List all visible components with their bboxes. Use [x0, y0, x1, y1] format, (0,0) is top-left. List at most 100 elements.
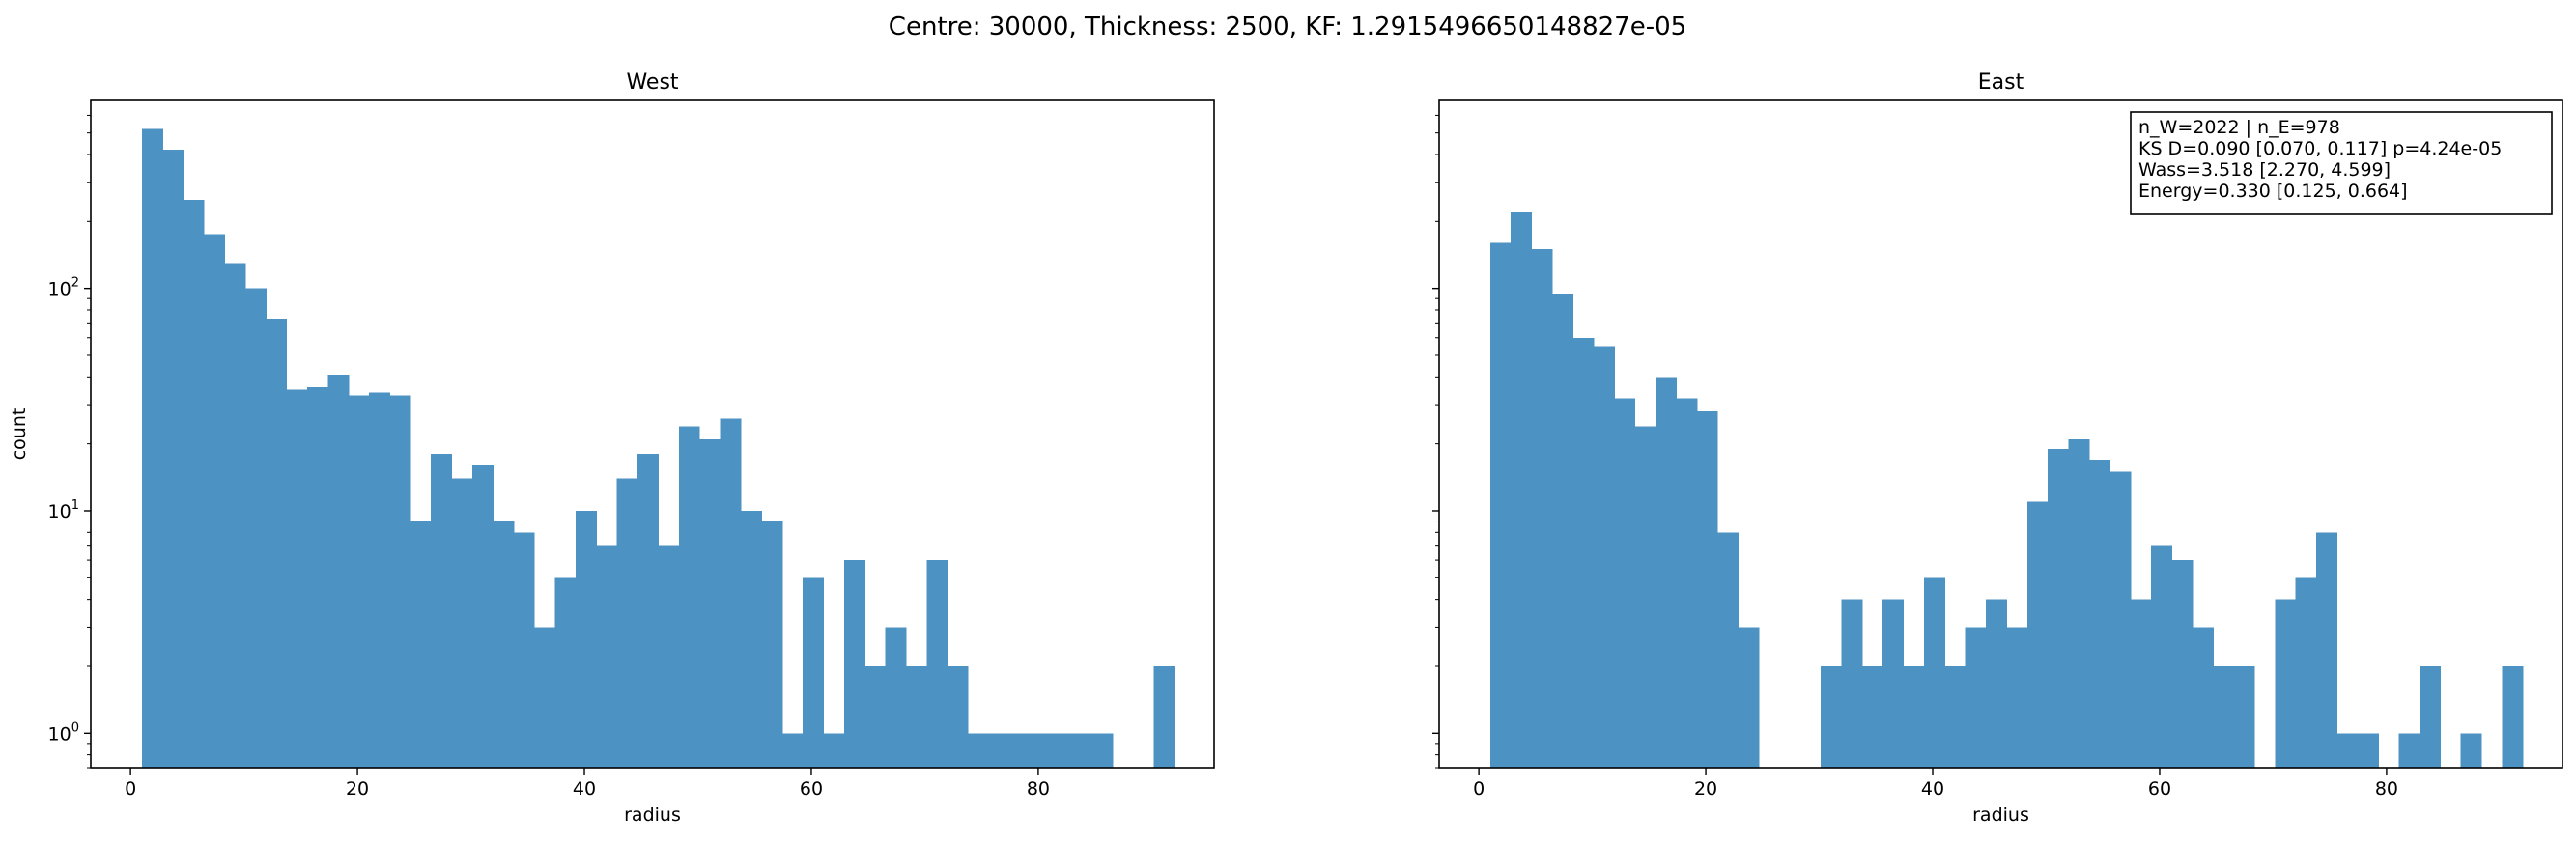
histogram-bar — [761, 521, 783, 768]
histogram-bar — [1820, 665, 1842, 768]
axes-frame — [90, 99, 1215, 769]
panel-east: 0 20 40 60 80 East radius n_W=2022 | n_E=978KS … — [1432, 70, 2563, 826]
histogram-bar — [575, 510, 597, 768]
histogram-bar — [1738, 627, 1760, 768]
histogram-bar — [451, 478, 473, 768]
histogram-bar — [2026, 501, 2049, 768]
histogram-bar — [2171, 560, 2194, 768]
histogram-bar — [1030, 733, 1052, 768]
histogram-bar — [534, 627, 556, 768]
histogram-bar — [1923, 577, 1945, 768]
y-axis-label: count — [9, 408, 30, 461]
histogram-bar — [162, 150, 184, 769]
histogram-bar — [2213, 665, 2235, 768]
x-tick-label: 80 — [1027, 778, 1050, 800]
x-tick-label: 20 — [346, 778, 369, 800]
histogram-bar — [2336, 733, 2359, 768]
histogram-bar — [244, 288, 267, 768]
histogram-bar — [141, 128, 163, 769]
histogram-bar — [2109, 471, 2132, 768]
panel-title: East — [1978, 70, 2024, 95]
histogram-bar — [348, 395, 370, 768]
histogram-bar — [493, 521, 515, 768]
histogram-bar — [1070, 733, 1092, 768]
histogram-bar — [720, 418, 742, 768]
histogram-bar — [781, 733, 804, 768]
histogram-bar — [1511, 211, 1533, 768]
histogram-bar — [1489, 242, 1512, 768]
axes-frame — [1438, 99, 2563, 769]
histogram-bar — [616, 478, 638, 768]
histogram-bar — [183, 200, 205, 768]
histogram-bar — [224, 263, 246, 768]
histogram-bar — [1882, 599, 1905, 768]
histogram-bar — [2088, 459, 2110, 768]
y-tick-label: 102 — [48, 276, 79, 300]
histogram-bar — [204, 234, 225, 769]
histogram-bar — [905, 665, 927, 768]
histogram-bar — [266, 319, 288, 768]
x-tick-label: 40 — [1921, 778, 1944, 800]
histogram-bar — [1655, 377, 1677, 768]
histogram-bar — [1717, 532, 1740, 768]
histogram-bar — [968, 733, 990, 768]
x-axis-label: radius — [1972, 804, 2029, 826]
y-tick-label-base: 10 — [48, 279, 71, 300]
stats-annotation-line: Energy=0.330 [0.125, 0.664] — [2138, 181, 2408, 202]
histogram-bar — [2233, 665, 2255, 768]
histogram-bar — [843, 560, 865, 768]
histogram-bar — [637, 454, 659, 768]
x-tick-label: 0 — [1473, 778, 1485, 800]
y-tick-label-exponent: 0 — [71, 720, 79, 735]
histogram-bar — [306, 386, 328, 768]
histogram-bar — [2398, 733, 2420, 768]
histogram-bar — [513, 532, 535, 768]
histogram-bar — [1050, 733, 1072, 768]
histogram-bar — [410, 521, 432, 768]
histogram-bar — [803, 577, 825, 768]
histogram-bar — [2275, 599, 2297, 768]
y-tick-label-base: 10 — [48, 723, 71, 745]
histogram-bar — [1985, 599, 2007, 768]
histogram-bar — [885, 627, 907, 768]
figure-suptitle: Centre: 30000, Thickness: 2500, KF: 1.29… — [889, 13, 1686, 42]
histogram-bar — [2295, 577, 2317, 768]
histogram-bar — [2151, 545, 2173, 768]
histogram-bar — [988, 733, 1010, 768]
x-tick-label: 60 — [2148, 778, 2171, 800]
histogram-bar — [554, 577, 577, 768]
x-tick-label: 60 — [800, 778, 823, 800]
histogram-bar — [1841, 599, 1863, 768]
x-tick-label: 20 — [1694, 778, 1717, 800]
histogram-bar — [1153, 665, 1175, 768]
y-tick-label: 101 — [48, 498, 79, 522]
histogram-bar — [740, 510, 762, 768]
histogram-bar — [699, 438, 722, 768]
stats-annotation-line: n_W=2022 | n_E=978 — [2138, 117, 2340, 138]
histogram-bar — [1634, 426, 1656, 768]
histogram-bar — [1091, 733, 1114, 768]
histogram-bar — [2068, 438, 2090, 768]
histogram-bar — [596, 545, 618, 768]
histogram-bar — [2006, 627, 2028, 768]
histogram-bar — [1676, 398, 1698, 768]
histogram-bar — [1903, 665, 1925, 768]
histogram-bar — [1008, 733, 1031, 768]
histogram-bar — [2419, 665, 2441, 768]
histogram-bar — [823, 733, 845, 768]
histogram-bar — [369, 392, 391, 768]
y-tick-label-base: 10 — [48, 501, 71, 522]
panel-title: West — [626, 70, 678, 95]
x-tick-label: 40 — [573, 778, 596, 800]
histogram-bar — [389, 395, 411, 768]
histogram-bar — [947, 665, 969, 768]
histogram-bar — [1965, 627, 1987, 768]
stats-annotation-box — [2130, 111, 2553, 215]
histogram-bar — [431, 454, 453, 768]
histogram-bar — [1944, 665, 1967, 768]
y-tick-label: 100 — [48, 720, 79, 745]
stats-annotation-line: KS D=0.090 [0.070, 0.117] p=4.24e-05 — [2138, 138, 2502, 159]
histogram-bar — [286, 389, 308, 768]
histogram-bar — [1614, 398, 1636, 768]
